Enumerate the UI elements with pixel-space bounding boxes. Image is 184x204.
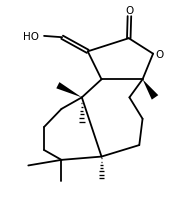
Text: HO: HO (23, 32, 39, 42)
Text: O: O (125, 6, 134, 16)
Polygon shape (143, 80, 158, 100)
Text: O: O (155, 49, 163, 59)
Polygon shape (56, 83, 82, 98)
